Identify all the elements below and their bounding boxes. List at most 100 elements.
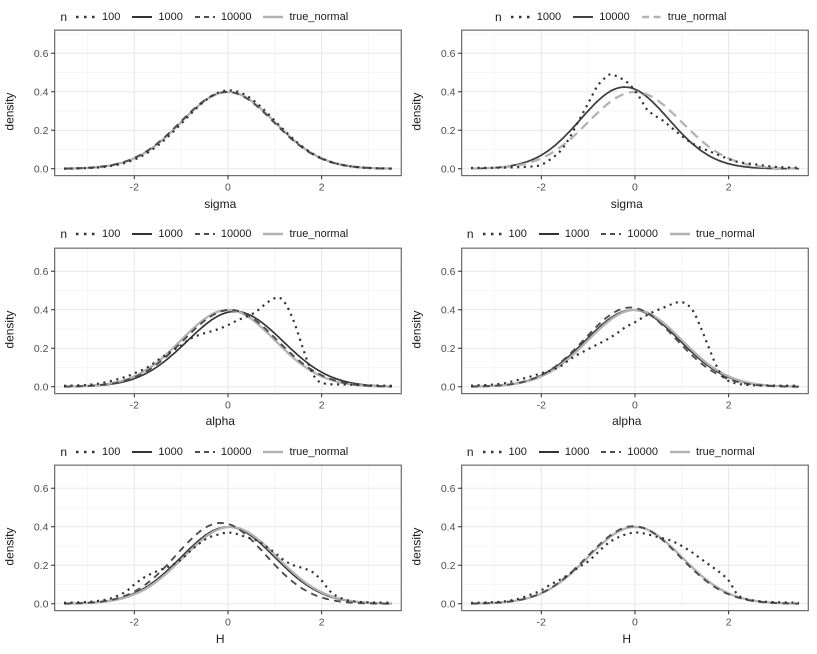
axis-ticks: -2 0 2 0.0 0.2 0.4 0.6 [440,267,731,411]
legend-key-line-icon [263,15,284,18]
y-tick-label: 0.2 [440,561,455,572]
x-tick-label: 2 [725,182,731,193]
legend-item-label: true_normal [695,228,755,241]
y-tick-label: 0.0 [34,164,49,175]
density-curve-10000 [470,86,799,170]
legend-item-true_normal: true_normal [262,446,348,458]
legend-alpha-left: n 100 1000 10000 true_normal [2,224,407,245]
y-tick-label: 0.4 [34,87,49,98]
plot-canvas-alpha-right: -2 0 2 0.0 0.2 0.4 0.6 [440,247,809,411]
legend-item-10000: 10000 [194,11,251,23]
y-tick-label: 0.4 [34,523,49,534]
plot-canvas-alpha-left: -2 0 2 0.0 0.2 0.4 0.6 [34,247,402,411]
legend-item-100: 100 [75,11,120,23]
x-tick-label: -2 [536,618,545,629]
y-tick-label: 0.2 [440,344,455,355]
legend-item-10000: 10000 [572,11,630,23]
panel-H-right: n 100 1000 10000 true_normal density -2 0 2 0.… [409,441,814,649]
axis-ticks: -2 0 2 0.0 0.2 0.4 0.6 [440,49,731,193]
x-tick-label: 0 [225,618,231,629]
legend-item-100: 100 [75,446,120,458]
legend-alpha-right: n 100 1000 10000 true_normal [409,224,814,245]
axis-ticks: -2 0 2 0.0 0.2 0.4 0.6 [34,484,325,628]
legend-key-line-icon [194,233,215,236]
legend-item-label: true_normal [695,445,755,458]
panel-H-left: n 100 1000 10000 true_normal density -2 0 2 0.… [2,441,407,649]
legend-sigma-right: n 1000 10000 true_normal [409,6,814,27]
y-axis-title: density [2,92,17,131]
y-tick-label: 0.4 [34,305,49,316]
legend-item-true_normal: true_normal [669,228,755,240]
legend-item-100: 100 [75,228,120,240]
x-axis-title: alpha [612,414,642,429]
legend-H-left: n 100 1000 10000 true_normal [2,441,407,462]
density-curve-10000 [470,306,799,388]
y-tick-label: 0.6 [34,49,49,60]
density-curve-true_normal [470,525,799,605]
legend-item-label: true_normal [289,10,349,23]
legend-item-10000: 10000 [600,446,658,458]
legend-key-line-icon [132,15,153,18]
legend-item-1000: 1000 [131,445,183,458]
x-tick-label: -2 [536,400,545,411]
legend-item-label: 1000 [158,228,183,241]
density-curve-true_normal [470,308,799,388]
legend-key-line-icon [132,233,153,236]
legend-item-label: 10000 [220,228,252,241]
legend-item-label: true_normal [667,10,727,23]
legend-key-line-icon [194,450,215,453]
legend-item-1000: 1000 [538,228,589,240]
legend-item-1000: 1000 [538,446,589,458]
panel-alpha-right: n 100 1000 10000 true_normal density -2 0 2 0.… [409,224,814,432]
x-axis-title: H [215,631,225,646]
legend-item-true_normal: true_normal [641,10,727,23]
x-tick-label: 2 [725,400,731,411]
legend-title: n [60,9,68,24]
legend-item-label: 1000 [564,445,590,458]
legend-item-label: 10000 [599,10,630,23]
plot-canvas-H-left: -2 0 2 0.0 0.2 0.4 0.6 [34,464,402,629]
y-axis-title: density [409,528,423,567]
legend-key-line-icon [482,450,503,453]
legend-item-label: true_normal [289,228,349,241]
legend-item-10000: 10000 [194,446,251,458]
density-curve-100 [64,89,392,170]
legend-item-100: 100 [482,228,527,240]
legend-item-label: 10000 [627,445,658,458]
y-tick-label: 0.0 [34,382,49,393]
legend-item-true_normal: true_normal [669,446,755,458]
legend-key-line-icon [538,450,559,453]
legend-item-label: 100 [102,10,121,23]
legend-H-right: n 100 1000 10000 true_normal [409,441,814,462]
legend-item-true_normal: true_normal [262,228,348,240]
x-axis-title: H [622,631,632,646]
legend-item-1000: 1000 [131,228,183,241]
legend-key-line-icon [538,233,559,236]
y-axis-title: density [2,528,17,567]
x-tick-label: 2 [319,400,325,411]
x-tick-label: 2 [319,182,325,193]
legend-key-line-icon [76,232,97,236]
y-tick-label: 0.0 [440,600,455,611]
legend-key-line-icon [641,15,662,18]
legend-item-10000: 10000 [194,228,252,241]
legend-item-label: 100 [102,228,121,241]
y-tick-label: 0.0 [440,382,455,393]
legend-title: n [495,9,502,24]
legend-key-line-icon [601,450,622,453]
panel-border [460,464,809,612]
legend-key-line-icon [573,15,594,18]
legend-key-line-icon [194,15,215,18]
x-axis-title: sigma [204,196,237,211]
legend-item-label: 1000 [536,10,562,23]
legend-key-line-icon [76,450,97,453]
panel-sigma-right: n 1000 10000 true_normal density -2 0 2 0.0 0.… [409,6,814,214]
y-tick-label: 0.2 [34,126,49,137]
legend-item-label: 1000 [158,445,183,458]
legend-item-label: 10000 [627,228,658,241]
y-axis-title: density [2,310,17,349]
legend-key-line-icon [510,15,531,18]
x-tick-label: 0 [632,182,638,193]
x-tick-label: 0 [632,400,638,411]
